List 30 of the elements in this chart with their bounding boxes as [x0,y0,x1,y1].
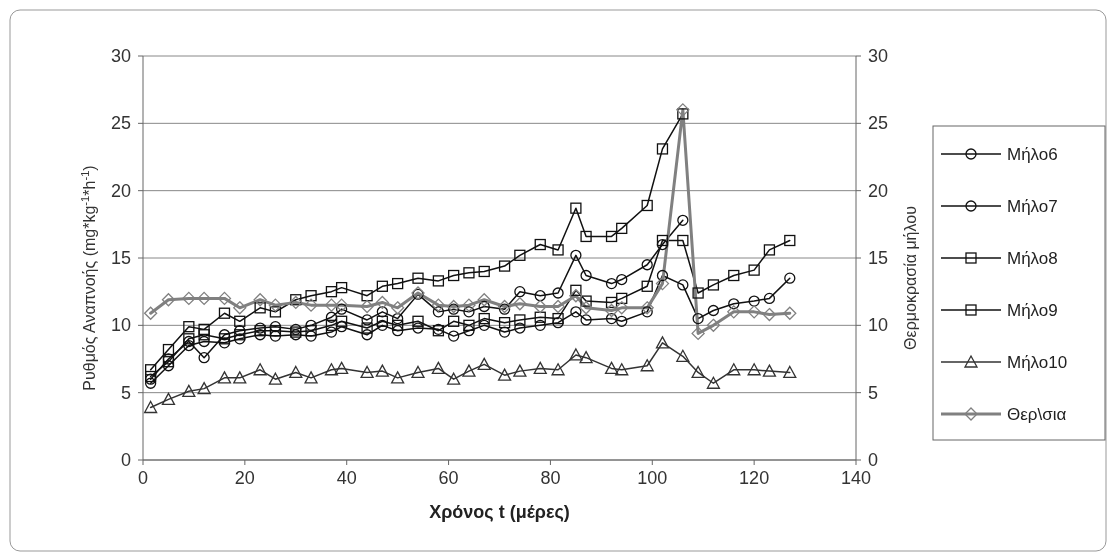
y2-tick-label: 15 [868,248,889,268]
legend-label: Θερ\σια [1007,405,1067,424]
legend-label: Μήλο6 [1007,145,1058,164]
y2-tick-label: 20 [868,180,889,201]
legend-label: Μήλο10 [1007,353,1068,372]
x-tick-label: 0 [137,468,149,488]
y-tick-label: 10 [110,315,131,336]
y-tick-label: 25 [110,113,131,134]
y2-tick-label: 10 [868,315,889,336]
x-tick-label: 140 [840,468,872,488]
legend-label: Μήλο9 [1007,301,1058,320]
x-axis-title: Χρόνος t (μέρες) [429,502,570,522]
y-tick-label: 0 [120,450,131,470]
y-tick-label: 15 [110,248,131,268]
y-tick-label: 20 [110,180,131,201]
legend-label: Μήλο7 [1007,197,1058,216]
x-tick-label: 60 [438,468,459,488]
x-tick-label: 100 [637,468,668,488]
x-tick-label: 20 [234,468,255,488]
y-tick-label: 30 [110,46,131,66]
y2-tick-label: 0 [868,450,879,470]
y2-tick-label: 5 [868,382,879,403]
x-tick-label: 120 [739,468,770,488]
y2-axis-title: Θερμοκρασία μήλου [902,206,919,350]
x-tick-label: 80 [540,468,561,488]
y-tick-label: 5 [120,382,131,403]
legend-label: Μήλο8 [1007,249,1058,268]
x-tick-label: 40 [336,468,357,488]
y2-tick-label: 30 [868,46,889,66]
y2-tick-label: 25 [868,113,889,134]
